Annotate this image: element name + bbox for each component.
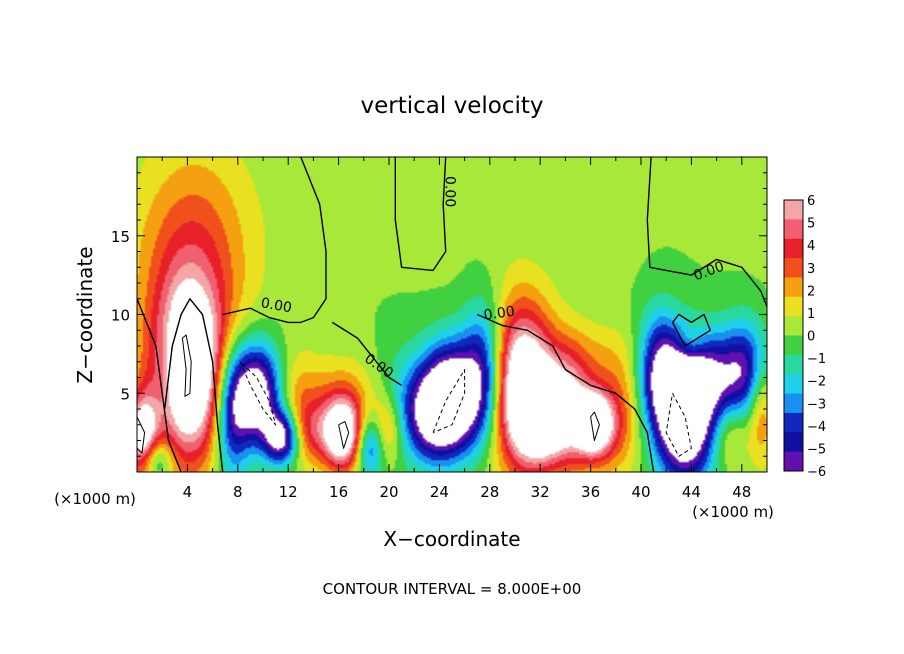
colorbar-label: 5 bbox=[807, 217, 815, 232]
zero-contour bbox=[646, 156, 768, 307]
colorbar-swatch bbox=[784, 238, 803, 259]
zero-contour bbox=[331, 321, 402, 386]
x-unit-left: (×1000 m) bbox=[54, 490, 136, 508]
colorbar-label: −4 bbox=[807, 420, 826, 435]
colorbar-swatch bbox=[784, 200, 803, 220]
colorbar-label: 1 bbox=[807, 307, 815, 322]
contour-interval-note: CONTOUR INTERVAL = 8.000E+00 bbox=[323, 580, 582, 598]
y-tick-label: 5 bbox=[120, 385, 130, 403]
colorbar-label: −3 bbox=[807, 397, 826, 412]
x-tick-label: 20 bbox=[379, 483, 398, 501]
colorbar-label: −5 bbox=[807, 442, 826, 457]
positive-contour bbox=[338, 421, 350, 449]
colorbar-label: −2 bbox=[807, 375, 826, 390]
colorbar-swatch bbox=[784, 219, 803, 240]
negative-contour bbox=[432, 369, 466, 434]
x-axis: 4 8 12 16 20 24 28 32 36 40 44 48 bbox=[161, 157, 751, 501]
y-tick-label: 15 bbox=[111, 228, 130, 246]
negative-contour bbox=[665, 393, 692, 457]
colorbar-swatch bbox=[784, 393, 803, 414]
x-axis-label: X−coordinate bbox=[383, 527, 520, 551]
x-tick-label: 40 bbox=[631, 483, 650, 501]
chart-title: vertical velocity bbox=[361, 93, 544, 119]
zero-contour bbox=[476, 313, 655, 473]
colorbar-swatch bbox=[784, 374, 803, 395]
negative-contour bbox=[239, 361, 277, 426]
colorbar-label: 4 bbox=[807, 239, 815, 254]
y-tick-label: 10 bbox=[111, 307, 130, 325]
x-tick-label: 8 bbox=[233, 483, 243, 501]
x-tick-label: 28 bbox=[480, 483, 499, 501]
contour-label: 0.00 bbox=[483, 304, 516, 324]
colorbar-swatch bbox=[784, 277, 803, 298]
y-axis: 5 10 15 bbox=[111, 172, 767, 457]
contour-lines bbox=[136, 156, 768, 473]
colorbar-frame bbox=[783, 199, 804, 472]
colorbar-label: −6 bbox=[807, 465, 826, 480]
colorbar-swatch bbox=[784, 335, 803, 356]
zero-contour bbox=[222, 156, 327, 324]
positive-contour bbox=[181, 334, 192, 397]
velocity-heatmap bbox=[137, 157, 767, 472]
x-tick-label: 32 bbox=[531, 483, 550, 501]
x-tick-label: 12 bbox=[279, 483, 298, 501]
x-unit-right: (×1000 m) bbox=[692, 503, 774, 521]
colorbar-swatch bbox=[784, 432, 803, 453]
colorbar-swatch bbox=[784, 296, 803, 317]
colorbar-label: 0 bbox=[807, 330, 815, 345]
colorbar-swatch bbox=[784, 258, 803, 278]
x-tick-label: 48 bbox=[732, 483, 751, 501]
colorbar-swatch bbox=[784, 354, 803, 375]
contour-label: 0.00 bbox=[442, 176, 458, 207]
positive-contour bbox=[590, 411, 600, 441]
plot-area: 0.000.000.000.000.00 bbox=[136, 156, 768, 473]
x-tick-label: 16 bbox=[329, 483, 348, 501]
zero-contour bbox=[394, 156, 447, 272]
colorbar-swatch bbox=[784, 451, 803, 472]
zero-contour bbox=[164, 298, 224, 473]
x-tick-label: 44 bbox=[682, 483, 701, 501]
colorbar-label: 3 bbox=[807, 262, 815, 277]
colorbar-label: −1 bbox=[807, 352, 826, 367]
colorbar-swatch bbox=[784, 316, 803, 336]
colorbar-label: 6 bbox=[807, 194, 815, 209]
x-tick-label: 36 bbox=[581, 483, 600, 501]
contour-label: 0.00 bbox=[260, 295, 293, 316]
zero-contour bbox=[136, 298, 182, 473]
colorbar: 6 5 4 3 2 1 0 −1 −2 −3 −4 −5 −6 bbox=[783, 194, 826, 480]
zero-contour bbox=[671, 313, 711, 347]
x-tick-label: 4 bbox=[183, 483, 193, 501]
colorbar-swatch bbox=[784, 412, 803, 433]
colorbar-label: 2 bbox=[807, 284, 815, 299]
x-tick-label: 24 bbox=[430, 483, 449, 501]
y-axis-label: Z−coordinate bbox=[73, 246, 97, 383]
